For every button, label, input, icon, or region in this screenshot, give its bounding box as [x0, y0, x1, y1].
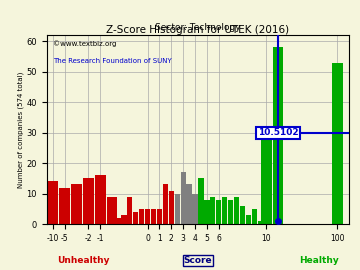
Bar [240, 206, 245, 224]
Bar [273, 47, 283, 224]
Bar [261, 133, 271, 224]
Bar [180, 172, 186, 224]
Bar [121, 215, 127, 224]
Text: Unhealthy: Unhealthy [57, 256, 109, 265]
Bar [145, 209, 150, 224]
Bar [222, 197, 228, 224]
Bar [133, 212, 138, 224]
Bar [210, 197, 216, 224]
Bar [59, 188, 70, 224]
Bar [71, 184, 82, 224]
Bar [48, 181, 58, 224]
Bar [139, 209, 144, 224]
Bar [95, 175, 105, 224]
Text: ©www.textbiz.org: ©www.textbiz.org [53, 41, 116, 48]
Bar [228, 200, 233, 224]
Bar [127, 197, 132, 224]
Bar [252, 209, 257, 224]
Bar [151, 209, 156, 224]
Bar [83, 178, 94, 224]
Bar [107, 197, 117, 224]
Bar [163, 184, 168, 224]
Bar [115, 218, 121, 224]
Text: The Research Foundation of SUNY: The Research Foundation of SUNY [53, 58, 172, 64]
Bar [192, 194, 198, 224]
Bar [175, 194, 180, 224]
Bar [198, 178, 204, 224]
Text: Score: Score [184, 256, 212, 265]
Bar [216, 200, 221, 224]
Text: 10.5102: 10.5102 [258, 128, 298, 137]
Bar [157, 209, 162, 224]
Bar [168, 191, 174, 224]
Bar [258, 221, 263, 224]
Bar [234, 197, 239, 224]
Bar [332, 63, 343, 224]
Bar [246, 215, 251, 224]
Bar [186, 184, 192, 224]
Y-axis label: Number of companies (574 total): Number of companies (574 total) [17, 71, 24, 188]
Text: Sector: Technology: Sector: Technology [155, 23, 241, 32]
Title: Z-Score Histogram for UTEK (2016): Z-Score Histogram for UTEK (2016) [107, 25, 289, 35]
Text: Healthy: Healthy [299, 256, 339, 265]
Bar [204, 200, 210, 224]
